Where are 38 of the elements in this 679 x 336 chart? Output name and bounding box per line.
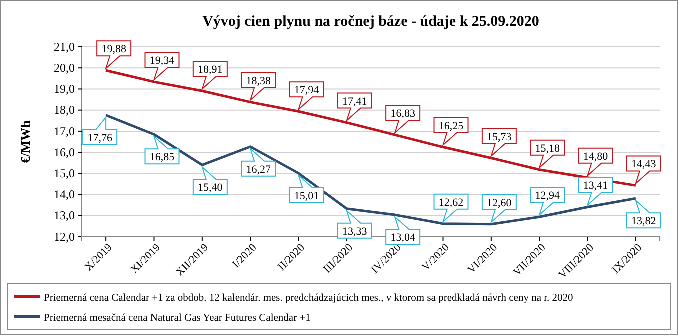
data-label: 19,34 (150, 55, 176, 68)
legend-label: Priemerná mesačná cena Natural Gas Year Futures Calendar +1 (44, 313, 311, 324)
data-label: 13,82 (632, 216, 656, 228)
data-label: 15,73 (487, 131, 512, 144)
y-tick-label: 16,0 (54, 145, 75, 160)
y-tick-label: 19,0 (54, 82, 75, 96)
data-label: 14,80 (583, 150, 609, 163)
data-label: 16,85 (150, 152, 176, 164)
y-tick-label: 20,0 (54, 60, 75, 75)
data-label: 16,83 (390, 108, 416, 120)
data-label: 16,25 (438, 120, 464, 132)
data-label: 18,91 (198, 64, 223, 76)
data-label: 12,60 (487, 197, 512, 210)
data-label: 17,94 (294, 84, 320, 97)
data-label: 13,33 (342, 226, 368, 238)
data-label: 19,88 (102, 44, 127, 56)
data-label: 13,41 (583, 180, 608, 192)
y-tick-label: 13,0 (54, 208, 75, 223)
data-label: 12,62 (438, 196, 464, 209)
y-tick-label: 17,0 (54, 124, 75, 138)
y-axis-title: €/MWh (18, 120, 33, 164)
data-label: 17,41 (342, 96, 368, 108)
data-label: 18,38 (246, 75, 272, 88)
chart-title: Vývoj cien plynu na ročnej báze - údaje k 25.09.2020 (202, 14, 540, 30)
y-tick-label: 18,0 (54, 103, 75, 118)
data-label: 13,04 (390, 232, 416, 244)
data-label: 15,01 (294, 190, 320, 202)
y-tick-label: 14,0 (54, 188, 75, 202)
y-tick-label: 12,0 (54, 230, 75, 244)
data-label: 14,43 (632, 158, 657, 171)
y-tick-label: 21,0 (54, 40, 75, 54)
data-label: 15,18 (535, 142, 560, 155)
data-label: 12,94 (535, 190, 560, 202)
y-tick-label: 15,0 (54, 166, 75, 181)
data-label: 15,40 (198, 182, 224, 194)
data-label: 17,76 (88, 132, 113, 144)
data-label: 16,27 (246, 164, 272, 176)
legend-label: Priemerná cena Calendar +1 za obdob. 12 kalendár. mes. predchádzajúcich mes., v ktorom sa predkladá návrh ceny na r. 2020 (44, 293, 574, 304)
